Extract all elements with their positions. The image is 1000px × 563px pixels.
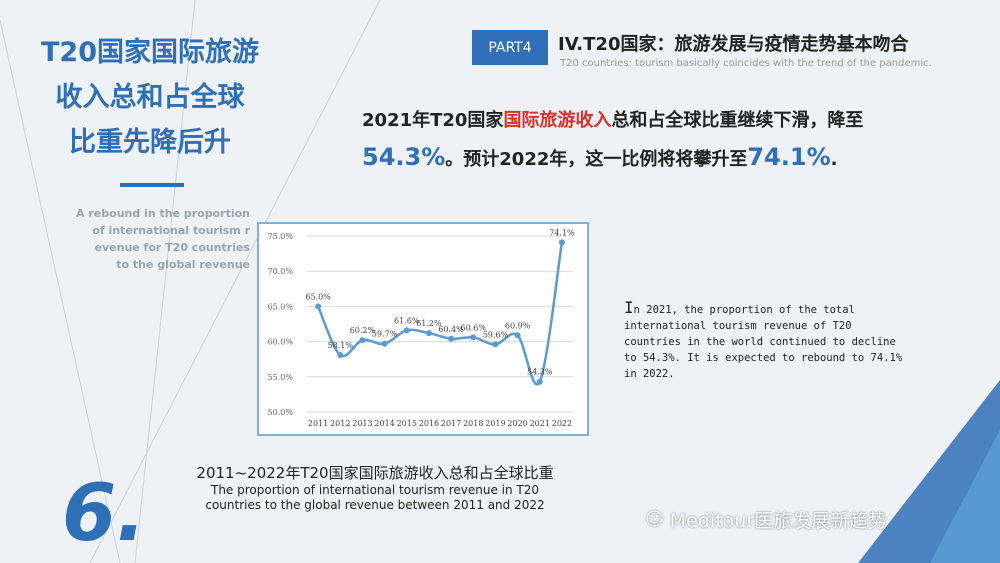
wechat-icon: ☺ <box>645 509 664 530</box>
chart-caption-en: The proportion of international tourism … <box>205 483 545 512</box>
headline: 2021年T20国家国际旅游收入总和占全球比重继续下滑，降至 54.3%。预计2… <box>362 103 962 178</box>
y-tick-label: 75.0% <box>268 232 294 241</box>
x-tick-label: 2012 <box>330 419 350 428</box>
data-label: 60.9% <box>505 321 531 330</box>
subtitle-line: A rebound in the proportion <box>76 207 250 220</box>
data-label: 60.4% <box>438 325 464 334</box>
section-number: 6. <box>62 469 146 559</box>
headline-text: 。预计2022年，这一比例将将攀升至 <box>445 149 748 170</box>
x-tick-label: 2020 <box>507 419 527 428</box>
x-tick-label: 2017 <box>441 419 461 428</box>
series-line <box>316 242 564 386</box>
x-tick-label: 2018 <box>463 419 483 428</box>
decor-line <box>134 0 196 563</box>
title-underline <box>120 183 184 187</box>
headline-highlight: 国际旅游收入 <box>503 110 612 131</box>
slide-title-line: 比重先降后升 <box>69 127 231 158</box>
chart-caption-cn: 2011~2022年T20国家国际旅游收入总和占全球比重 <box>196 464 554 482</box>
slide-title-line: 收入总和占全球 <box>55 82 245 113</box>
corner-triangle <box>930 430 1000 563</box>
headline-value-2021: 54.3% <box>362 143 446 171</box>
x-tick-label: 2013 <box>352 419 372 428</box>
data-label: 74.1% <box>549 228 575 237</box>
data-point <box>425 330 432 337</box>
data-label: 65.0% <box>305 292 331 301</box>
y-tick-label: 50.0% <box>268 408 294 417</box>
slide-title: T20国家国际旅游 收入总和占全球 比重先降后升 <box>30 30 270 165</box>
watermark-text: Meditour医旅发展新趋势 <box>669 510 888 532</box>
slide-title-line: T20国家国际旅游 <box>41 37 259 68</box>
x-tick-label: 2014 <box>374 419 394 428</box>
data-point <box>315 303 322 310</box>
data-point <box>514 332 521 339</box>
description-first-letter: I <box>624 298 634 317</box>
data-label: 61.2% <box>416 319 442 328</box>
data-point <box>359 337 366 344</box>
data-label: 59.7% <box>372 330 398 339</box>
line-chart-frame: 50.0% 55.0% 60.0% 65.0% 70.0% 75.0% 2011 2012 20… <box>257 222 589 436</box>
y-tick-label: 65.0% <box>268 302 294 311</box>
line-chart: 50.0%55.0%60.0%65.0%70.0%75.0%2011 2012 20… <box>268 228 575 428</box>
headline-text: . <box>830 149 838 170</box>
data-point <box>403 327 410 334</box>
x-tick-label: 2011 <box>308 419 328 428</box>
y-tick-label: 55.0% <box>268 373 294 382</box>
y-tick-label: 60.0% <box>268 338 294 347</box>
data-point <box>337 351 344 358</box>
data-label: 58.1% <box>328 341 354 350</box>
slide-subtitle-en: A rebound in the proportion of internati… <box>60 205 250 273</box>
subtitle-line: evenue for T20 countries <box>94 241 250 254</box>
part-title: IV.T20国家：旅游发展与疫情走势基本吻合 <box>558 34 909 55</box>
data-point <box>448 335 455 342</box>
part-subtitle: T20 countries: tourism basically coincid… <box>560 58 932 69</box>
x-tick-label: 2022 <box>552 419 572 428</box>
watermark: ☺ Meditour医旅发展新趋势 <box>645 506 887 533</box>
headline-text: 总和占全球比重继续下滑，降至 <box>611 110 864 131</box>
data-point <box>536 378 543 385</box>
description-text: n 2021, the proportion of the total inte… <box>624 304 903 380</box>
subtitle-line: of international tourism r <box>92 224 250 237</box>
y-tick-label: 70.0% <box>268 267 294 276</box>
headline-text: 2021年T20国家 <box>362 110 504 131</box>
x-tick-label: 2019 <box>485 419 505 428</box>
x-tick-label: 2015 <box>397 419 417 428</box>
x-tick-label: 2016 <box>419 419 439 428</box>
decor-line <box>89 0 381 563</box>
data-point <box>558 239 565 246</box>
part-badge: PART4 <box>472 30 548 65</box>
x-tick-label: 2021 <box>530 419 550 428</box>
subtitle-line: to the global revenue <box>116 258 250 271</box>
headline-value-2022: 74.1% <box>747 143 831 171</box>
data-label: 60.2% <box>350 326 376 335</box>
data-point <box>470 334 477 341</box>
data-point <box>492 341 499 348</box>
description-en: In 2021, the proportion of the total int… <box>624 300 914 382</box>
decor-line <box>0 19 121 563</box>
data-label: 60.6% <box>461 323 487 332</box>
data-point <box>381 340 388 347</box>
data-label: 54.3% <box>527 368 553 377</box>
data-label: 59.6% <box>483 330 509 339</box>
data-label: 61.6% <box>394 316 420 325</box>
